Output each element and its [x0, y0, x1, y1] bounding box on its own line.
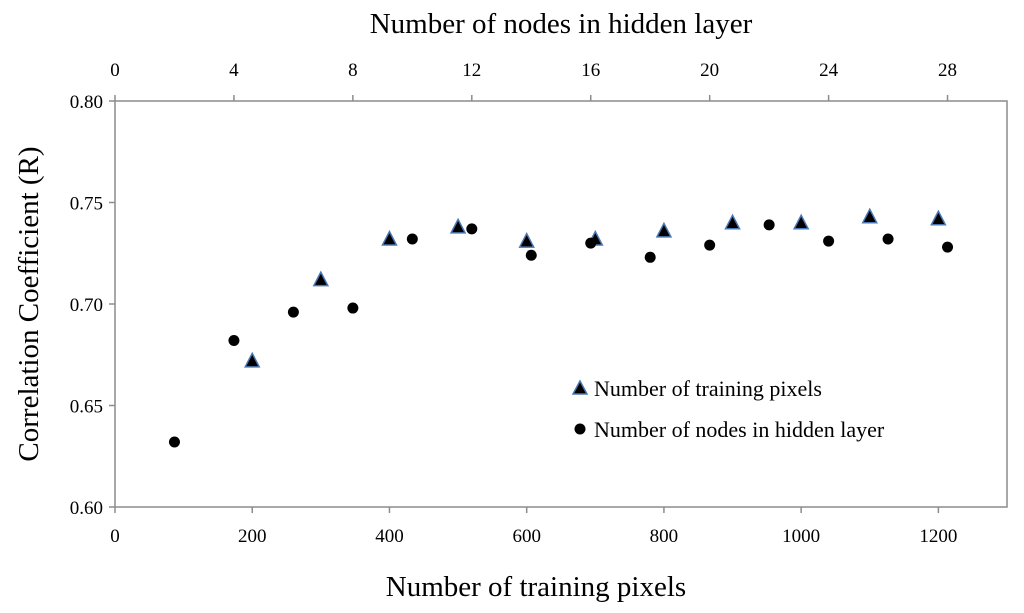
x-tick-label: 800 — [650, 526, 679, 547]
x2-tick-label: 0 — [110, 60, 120, 81]
data-points — [168, 207, 954, 448]
training-pixels-point — [861, 207, 879, 224]
x-tick-label: 1000 — [782, 526, 820, 547]
x-axis-title: Number of training pixels — [386, 571, 686, 603]
training-pixels-point — [724, 213, 741, 230]
x2-tick-label: 8 — [348, 60, 358, 81]
x2-tick-label: 20 — [700, 60, 719, 81]
y-tick-label: 0.80 — [70, 92, 103, 113]
x-tick-label: 600 — [512, 526, 541, 547]
x2-tick-label: 28 — [938, 60, 957, 81]
training-pixels-point — [312, 270, 330, 287]
hidden-nodes-point — [644, 251, 656, 263]
legend-label-training-pixels: Number of training pixels — [594, 376, 822, 401]
legend: Number of training pixels Number of node… — [571, 376, 885, 442]
training-pixels-point — [930, 209, 947, 226]
hidden-nodes-point — [942, 241, 954, 253]
training-pixels-point — [243, 351, 261, 368]
y-tick-label: 0.65 — [70, 397, 103, 418]
x-tick-label: 400 — [375, 526, 404, 547]
plot-frame — [114, 100, 1008, 508]
axis-ticks — [109, 95, 949, 513]
hidden-nodes-point — [168, 436, 180, 448]
x-tick-label: 1200 — [919, 526, 957, 547]
x2-tick-label: 24 — [819, 60, 839, 81]
legend-triangle-marker — [571, 379, 589, 395]
training-pixels-point — [449, 217, 467, 234]
y-axis-title: Correlation Coefficient (R) — [13, 146, 45, 461]
x2-tick-label: 16 — [581, 60, 600, 81]
training-pixels-point — [518, 231, 535, 248]
hidden-nodes-point — [466, 223, 478, 235]
x2-axis-title: Number of nodes in hidden layer — [370, 8, 753, 40]
y-tick-label: 0.75 — [70, 194, 103, 215]
training-pixels-point — [792, 213, 810, 230]
hidden-nodes-point — [228, 335, 240, 347]
hidden-nodes-point — [823, 235, 835, 247]
legend-circle-marker — [574, 423, 586, 435]
x-tick-label: 0 — [110, 526, 120, 547]
hidden-nodes-point — [585, 237, 597, 249]
hidden-nodes-point — [406, 233, 418, 245]
x-tick-label: 200 — [238, 526, 267, 547]
hidden-nodes-point — [347, 302, 359, 314]
training-pixels-point — [655, 221, 673, 238]
legend-label-hidden-nodes: Number of nodes in hidden layer — [594, 417, 885, 442]
y-tick-label: 0.70 — [70, 295, 103, 316]
training-pixels-point — [381, 229, 398, 246]
hidden-nodes-point — [287, 306, 299, 318]
tick-labels: 0 200 400 600 800 1000 1200 0 4 8 12 16 20 24 28 0.60 0.… — [70, 60, 958, 547]
hidden-nodes-point — [763, 219, 775, 231]
hidden-nodes-point — [882, 233, 894, 245]
x2-tick-label: 12 — [462, 60, 481, 81]
x2-tick-label: 4 — [229, 60, 239, 81]
y-tick-label: 0.60 — [70, 498, 103, 519]
hidden-nodes-point — [525, 249, 537, 261]
hidden-nodes-point — [704, 239, 716, 251]
